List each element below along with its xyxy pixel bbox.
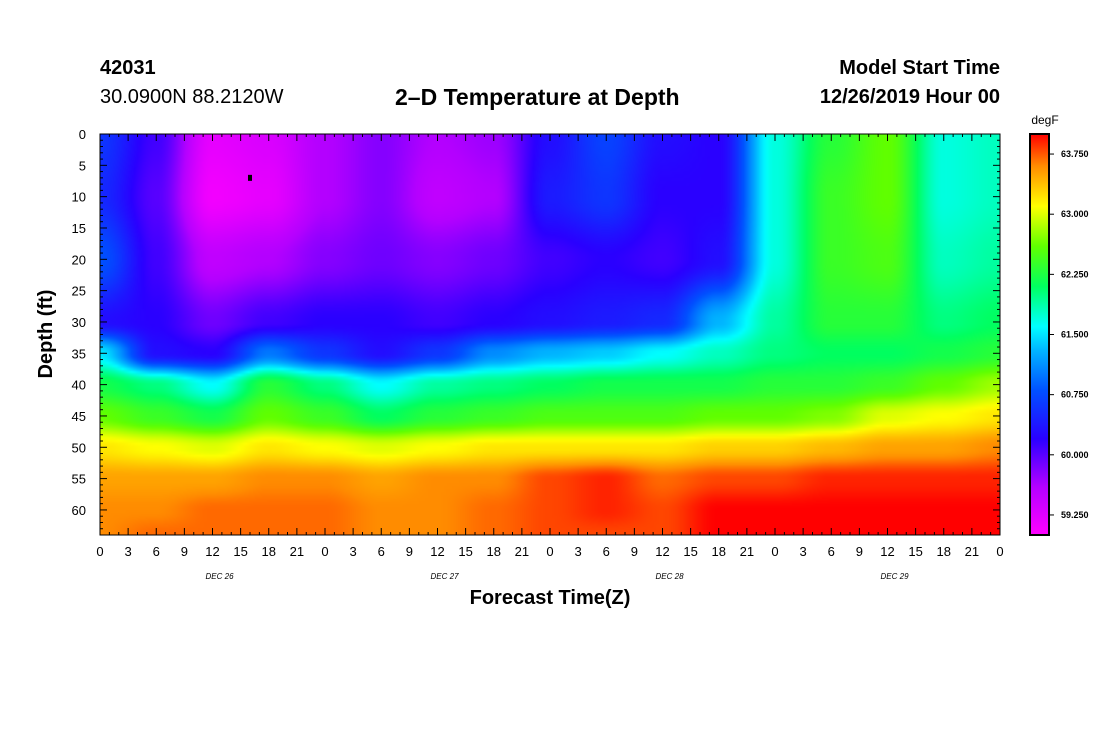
x-tick-label: 15 — [458, 544, 472, 559]
x-tick-label: 3 — [350, 544, 357, 559]
x-tick-label: 0 — [996, 544, 1003, 559]
x-tick-label: 9 — [406, 544, 413, 559]
colorbar-tick-label: 60.750 — [1061, 390, 1089, 400]
x-tick-label: 3 — [575, 544, 582, 559]
x-tick-label: 0 — [96, 544, 103, 559]
y-tick-label: 20 — [72, 252, 86, 267]
x-tick-label: 18 — [262, 544, 276, 559]
x-tick-label: 0 — [321, 544, 328, 559]
colorbar-tick-label: 61.500 — [1061, 330, 1089, 340]
colorbar-tick-label: 63.000 — [1061, 209, 1089, 219]
chart-title: 2–D Temperature at Depth — [395, 84, 680, 110]
colorbar: degF 59.250 60.000 60.750 61.500 62.250 63.00… — [1029, 113, 1089, 536]
x-tick-label: 12 — [205, 544, 219, 559]
y-tick-label: 0 — [79, 127, 86, 142]
colorbar-tick-label: 60.000 — [1061, 450, 1089, 460]
x-tick-label: 21 — [290, 544, 304, 559]
heatmap-raster — [100, 134, 1000, 535]
y-tick-label: 60 — [72, 503, 86, 518]
colorbar-gradient — [1029, 133, 1050, 536]
x-tick-label: 15 — [683, 544, 697, 559]
x-axis-title: Forecast Time(Z) — [470, 587, 631, 609]
y-tick-label: 25 — [72, 284, 86, 299]
x-tick-label: 18 — [937, 544, 951, 559]
y-tick-label: 5 — [79, 158, 86, 173]
x-date-label: DEC 29 — [881, 572, 910, 581]
colorbar-tick-label: 63.750 — [1061, 149, 1089, 159]
x-axis-ticks: 0 3 6 9 12 15 18 21 0 3 6 9 12 15 18 21 0 3 6 9 12 15 18 21 0 3 6 9… — [96, 134, 1004, 581]
x-tick-label: 3 — [125, 544, 132, 559]
x-tick-label: 18 — [712, 544, 726, 559]
colorbar-ticks: 59.250 60.000 60.750 61.500 62.250 63.000 63.7… — [1049, 149, 1089, 520]
x-date-label: DEC 27 — [431, 572, 460, 581]
x-tick-label: 6 — [378, 544, 385, 559]
x-tick-label: 21 — [740, 544, 754, 559]
x-tick-label: 12 — [880, 544, 894, 559]
y-tick-label: 10 — [72, 190, 86, 205]
y-tick-label: 45 — [72, 409, 86, 424]
x-tick-label: 21 — [965, 544, 979, 559]
x-date-label: DEC 26 — [206, 572, 235, 581]
x-tick-label: 12 — [655, 544, 669, 559]
station-id: 42031 — [100, 57, 156, 79]
model-start-label: Model Start Time — [839, 57, 1000, 79]
y-axis-ticks: 0 5 10 15 20 25 30 35 40 45 50 55 60 — [72, 127, 1000, 530]
colorbar-tick-label: 59.250 — [1061, 510, 1089, 520]
model-start-value: 12/26/2019 Hour 00 — [819, 86, 1000, 108]
x-tick-label: 15 — [233, 544, 247, 559]
point-marker — [248, 174, 252, 181]
x-tick-label: 9 — [181, 544, 188, 559]
colorbar-unit: degF — [1031, 113, 1058, 127]
x-tick-label: 15 — [908, 544, 922, 559]
y-tick-label: 50 — [72, 440, 86, 455]
x-tick-label: 21 — [515, 544, 529, 559]
y-tick-label: 35 — [72, 346, 86, 361]
x-date-label: DEC 28 — [656, 572, 685, 581]
x-tick-label: 0 — [546, 544, 553, 559]
y-tick-label: 30 — [72, 315, 86, 330]
station-coordinates: 30.0900N 88.2120W — [100, 86, 284, 108]
y-tick-label: 55 — [72, 472, 86, 487]
x-tick-label: 0 — [771, 544, 778, 559]
x-tick-label: 3 — [800, 544, 807, 559]
x-tick-label: 9 — [856, 544, 863, 559]
x-tick-label: 6 — [153, 544, 160, 559]
x-tick-label: 9 — [631, 544, 638, 559]
x-tick-label: 6 — [828, 544, 835, 559]
x-tick-label: 6 — [603, 544, 610, 559]
x-tick-label: 18 — [487, 544, 501, 559]
y-tick-label: 40 — [72, 378, 86, 393]
y-axis-title: Depth (ft) — [35, 290, 57, 379]
x-tick-label: 12 — [430, 544, 444, 559]
colorbar-tick-label: 62.250 — [1061, 269, 1089, 279]
y-tick-label: 15 — [72, 221, 86, 236]
